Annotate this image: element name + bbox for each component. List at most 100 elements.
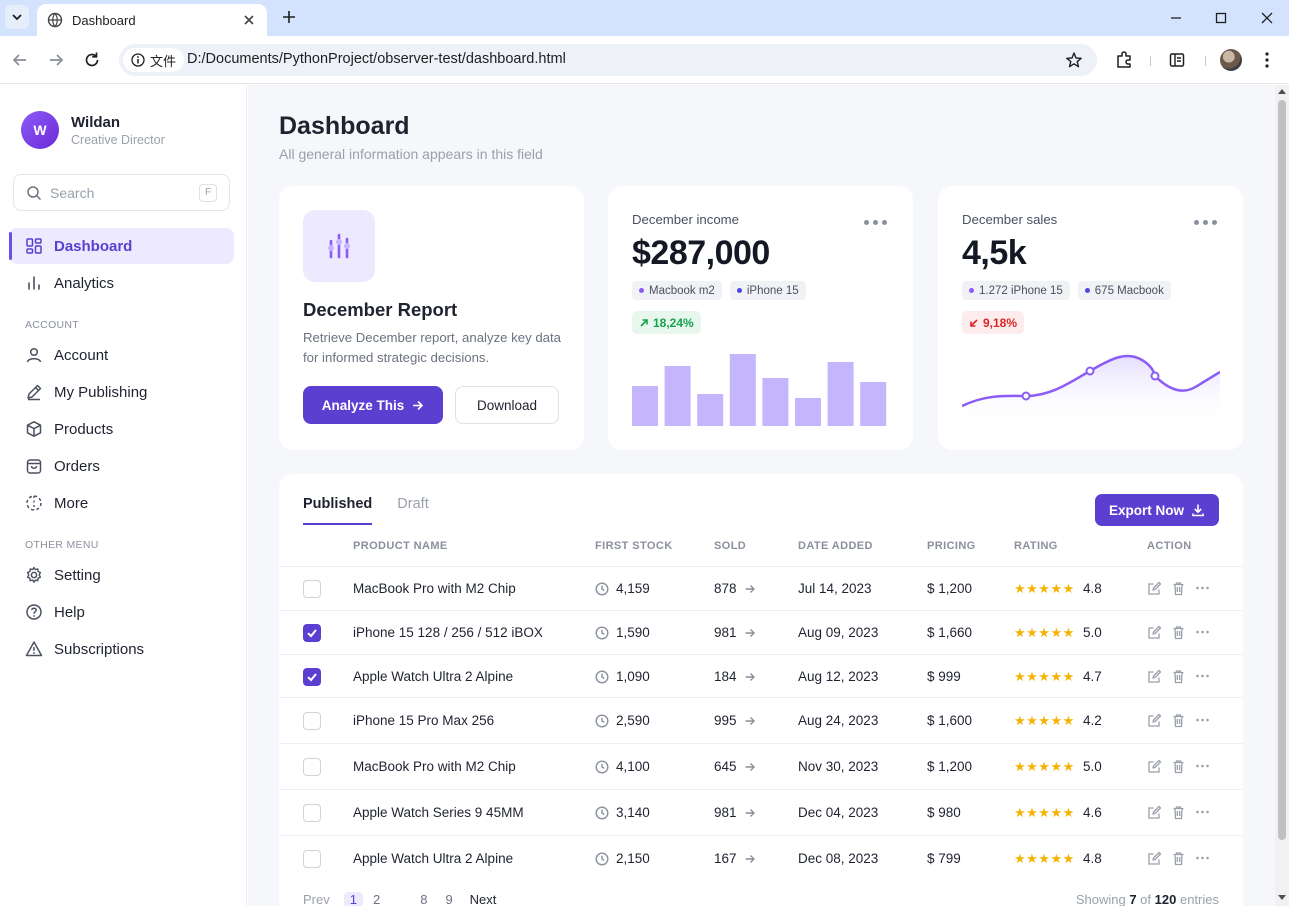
edit-icon[interactable] [1147,851,1162,866]
prev-page-button[interactable]: Prev [303,892,330,906]
page-button[interactable]: 2 [372,892,381,906]
bookmark-star-icon[interactable] [1065,51,1083,69]
table-row[interactable]: Apple Watch Series 9 45MM 3,140 981 Dec 04,… [279,789,1243,835]
edit-icon[interactable] [1147,625,1162,640]
reload-icon[interactable] [82,50,102,70]
product-name[interactable]: iPhone 15 128 / 256 / 512 iBOX [353,625,543,640]
row-checkbox[interactable] [303,712,321,730]
star-rating: ★★★★★ [1014,625,1075,640]
next-page-button[interactable]: Next [469,892,497,906]
row-checkbox[interactable] [303,624,321,642]
more-horizontal-icon[interactable] [1195,669,1210,684]
tab-draft[interactable]: Draft [397,496,429,512]
column-header[interactable]: SOLD [714,540,747,552]
new-tab-icon[interactable] [280,8,298,26]
export-button[interactable]: Export Now [1095,494,1219,526]
tab-published[interactable]: Published [303,496,373,525]
trash-icon[interactable] [1171,625,1186,640]
maximize-icon[interactable] [1212,9,1230,27]
column-header[interactable]: PRICING [927,540,976,552]
forward-icon[interactable] [46,50,66,70]
trash-icon[interactable] [1171,759,1186,774]
sidebar-item-my-publishing[interactable]: My Publishing [9,374,234,410]
download-button[interactable]: Download [455,386,559,424]
sidebar-item-subscriptions[interactable]: Subscriptions [9,631,234,667]
site-info-chip[interactable]: 文件 [123,48,185,72]
page-button[interactable]: 9 [445,892,453,906]
reading-list-icon[interactable] [1167,50,1187,70]
url-text[interactable]: D:/Documents/PythonProject/observer-test… [187,51,566,67]
address-bar[interactable]: 文件 D:/Documents/PythonProject/observer-t… [119,44,1097,76]
star-rating: ★★★★★ [1014,805,1075,820]
sidebar-item-setting[interactable]: Setting [9,557,234,593]
edit-icon[interactable] [1147,581,1162,596]
more-options-icon[interactable] [864,220,887,225]
edit-icon[interactable] [1147,713,1162,728]
row-checkbox[interactable] [303,580,321,598]
close-tab-icon[interactable] [241,12,257,28]
sidebar-item-orders[interactable]: Orders [9,448,234,484]
more-horizontal-icon[interactable] [1195,805,1210,820]
page-scrollbar[interactable] [1275,85,1289,906]
column-header[interactable]: FIRST STOCK [595,540,673,552]
product-name[interactable]: Apple Watch Ultra 2 Alpine [353,851,514,866]
trash-icon[interactable] [1171,713,1186,728]
column-header[interactable]: DATE ADDED [798,540,873,552]
trash-icon[interactable] [1171,669,1186,684]
trash-icon[interactable] [1171,581,1186,596]
analyze-button[interactable]: Analyze This [303,386,443,424]
product-name[interactable]: MacBook Pro with M2 Chip [353,581,516,596]
column-header[interactable]: RATING [1014,540,1058,552]
tab-search-button[interactable] [5,5,29,29]
sidebar-item-label: Dashboard [54,237,133,255]
more-horizontal-icon[interactable] [1195,759,1210,774]
sidebar-item-help[interactable]: Help [9,594,234,630]
more-options-icon[interactable] [1194,220,1217,225]
table-row[interactable]: MacBook Pro with M2 Chip 4,100 645 Nov 30, … [279,743,1243,789]
bar-chart-icon [28,276,40,290]
more-horizontal-icon[interactable] [1195,713,1210,728]
table-row[interactable]: MacBook Pro with M2 Chip 4,159 878 Jul 14, … [279,566,1243,610]
product-name[interactable]: iPhone 15 Pro Max 256 [353,713,495,728]
trash-icon[interactable] [1171,851,1186,866]
product-name[interactable]: Apple Watch Ultra 2 Alpine [353,669,514,684]
back-icon[interactable] [10,50,30,70]
table-row[interactable]: iPhone 15 Pro Max 256 2,590 995 Aug 24, 202… [279,697,1243,743]
close-window-icon[interactable] [1258,9,1276,27]
minimize-icon[interactable] [1167,9,1185,27]
table-row[interactable]: Apple Watch Ultra 2 Alpine 1,090 184 Aug 12… [279,654,1243,697]
scroll-up-arrow-icon[interactable] [1278,88,1286,94]
column-header[interactable]: PRODUCT NAME [353,540,448,552]
scroll-down-arrow-icon[interactable] [1278,895,1286,901]
more-horizontal-icon[interactable] [1195,851,1210,866]
search-input[interactable] [50,184,180,201]
profile-avatar[interactable] [1220,49,1242,71]
scrollbar-thumb[interactable] [1278,100,1286,840]
product-name[interactable]: Apple Watch Series 9 45MM [353,805,524,820]
row-checkbox[interactable] [303,850,321,868]
edit-icon[interactable] [1147,669,1162,684]
row-checkbox[interactable] [303,758,321,776]
extensions-icon[interactable] [1114,50,1134,70]
edit-icon[interactable] [1147,759,1162,774]
edit-icon[interactable] [1147,805,1162,820]
sidebar-item-more[interactable]: More [9,485,234,521]
page-button[interactable]: 8 [420,892,428,906]
sidebar-item-dashboard[interactable]: Dashboard [9,228,234,264]
table-row[interactable]: Apple Watch Ultra 2 Alpine 2,150 167 Dec 08… [279,835,1243,881]
page-button-current[interactable]: 1 [343,892,363,906]
row-checkbox[interactable] [303,804,321,822]
more-horizontal-icon[interactable] [1195,581,1210,596]
more-horizontal-icon[interactable] [1195,625,1210,640]
browser-menu-icon[interactable] [1258,50,1276,70]
row-checkbox[interactable] [303,668,321,686]
table-row[interactable]: iPhone 15 128 / 256 / 512 iBOX 1,590 981 Au… [279,610,1243,654]
search-box[interactable]: F [13,174,230,211]
trash-icon[interactable] [1171,805,1186,820]
user-profile[interactable]: W Wildan Creative Director [21,111,165,149]
product-name[interactable]: MacBook Pro with M2 Chip [353,759,516,774]
sidebar-item-account[interactable]: Account [9,337,234,373]
browser-tab[interactable]: Dashboard [37,4,267,36]
sidebar-item-products[interactable]: Products [9,411,234,447]
sidebar-item-analytics[interactable]: Analytics [9,265,234,301]
